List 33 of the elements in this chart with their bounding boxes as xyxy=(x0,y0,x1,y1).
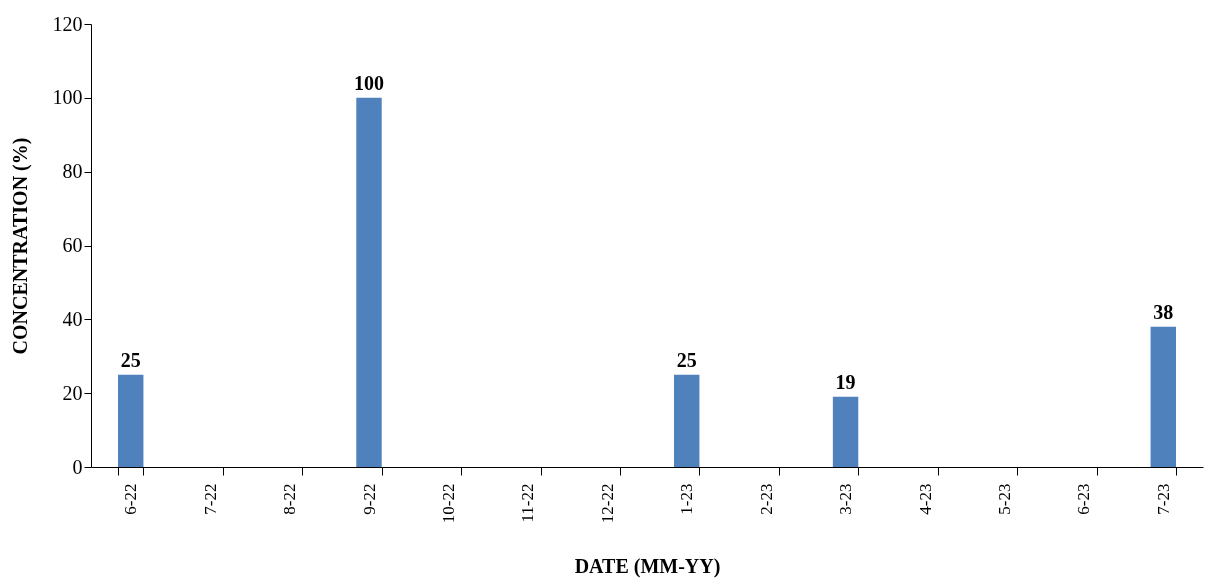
data-label: 100 xyxy=(354,71,384,94)
x-tick-label: 11-22 xyxy=(518,483,538,523)
bar xyxy=(118,374,144,467)
bar xyxy=(674,374,700,467)
x-tick-label: 2-23 xyxy=(756,483,776,515)
bar xyxy=(1150,326,1176,467)
x-tick-label: 7-23 xyxy=(1153,483,1173,515)
data-label: 25 xyxy=(120,348,141,371)
x-tick-label: 6-23 xyxy=(1074,483,1094,515)
y-tick-label: 20 xyxy=(62,381,83,404)
bar xyxy=(356,97,382,467)
data-label: 25 xyxy=(676,348,697,371)
y-tick-label: 0 xyxy=(72,455,83,478)
y-tick-label: 40 xyxy=(62,307,83,330)
x-tick-label: 4-23 xyxy=(915,483,935,515)
y-tick-label: 60 xyxy=(62,234,83,256)
y-tick-label: 120 xyxy=(52,12,83,35)
x-tick-label: 9-22 xyxy=(359,483,379,515)
data-label: 38 xyxy=(1153,300,1174,323)
x-tick-label: 6-22 xyxy=(121,483,141,515)
x-tick-label: 1-23 xyxy=(677,483,697,515)
x-tick-label: 8-22 xyxy=(280,483,300,515)
x-axis-title: DATE (MM-YY) xyxy=(574,555,721,579)
y-tick-label: 100 xyxy=(52,86,83,109)
y-tick-label: 80 xyxy=(62,160,83,183)
x-tick-label: 7-22 xyxy=(200,483,220,515)
x-tick-label: 10-22 xyxy=(438,483,458,524)
x-tick-label: 12-22 xyxy=(597,483,617,524)
bar xyxy=(832,396,859,467)
data-label: 19 xyxy=(835,370,856,393)
x-tick-label: 3-23 xyxy=(836,483,856,515)
x-tick-label: 5-23 xyxy=(994,483,1014,515)
y-axis-title: CONCENTRATION (%) xyxy=(8,137,32,355)
